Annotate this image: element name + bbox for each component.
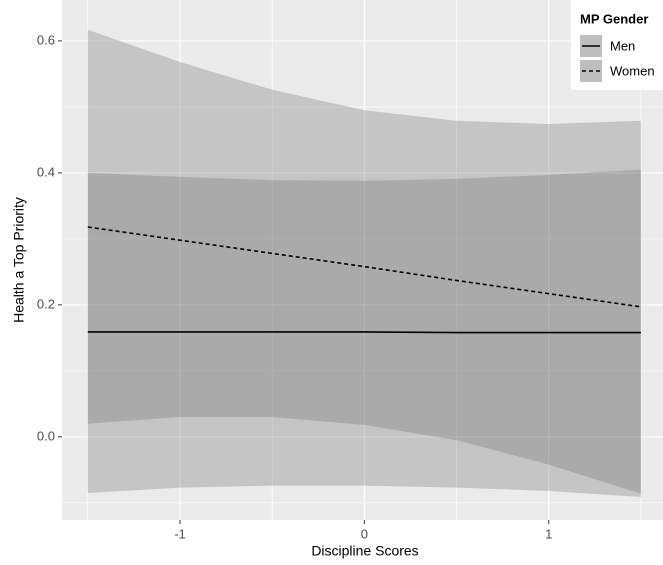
ribbon (87, 29, 641, 497)
x-tick-label: -1 (174, 526, 186, 541)
legend-label: Men (610, 38, 635, 53)
y-tick-label: 0.4 (37, 164, 55, 179)
x-tick-label: 1 (545, 526, 552, 541)
y-tick-label: 0.0 (37, 428, 55, 443)
legend-title: MP Gender (580, 11, 648, 26)
axes: 0.0 0.2 0.4 0.6 -1 0 1 (37, 32, 552, 541)
x-tick-label: 0 (361, 526, 368, 541)
line (87, 331, 641, 334)
marks (87, 29, 641, 497)
y-axis-title: Health a Top Priority (11, 197, 27, 323)
y-tick-label: 0.2 (37, 296, 55, 311)
legend-label: Women (610, 63, 655, 78)
line (87, 226, 641, 308)
legend: MP Gender Men Women (571, 0, 663, 90)
y-tick-label: 0.6 (37, 32, 55, 47)
x-axis-title: Discipline Scores (311, 543, 418, 559)
panel (62, 0, 663, 520)
